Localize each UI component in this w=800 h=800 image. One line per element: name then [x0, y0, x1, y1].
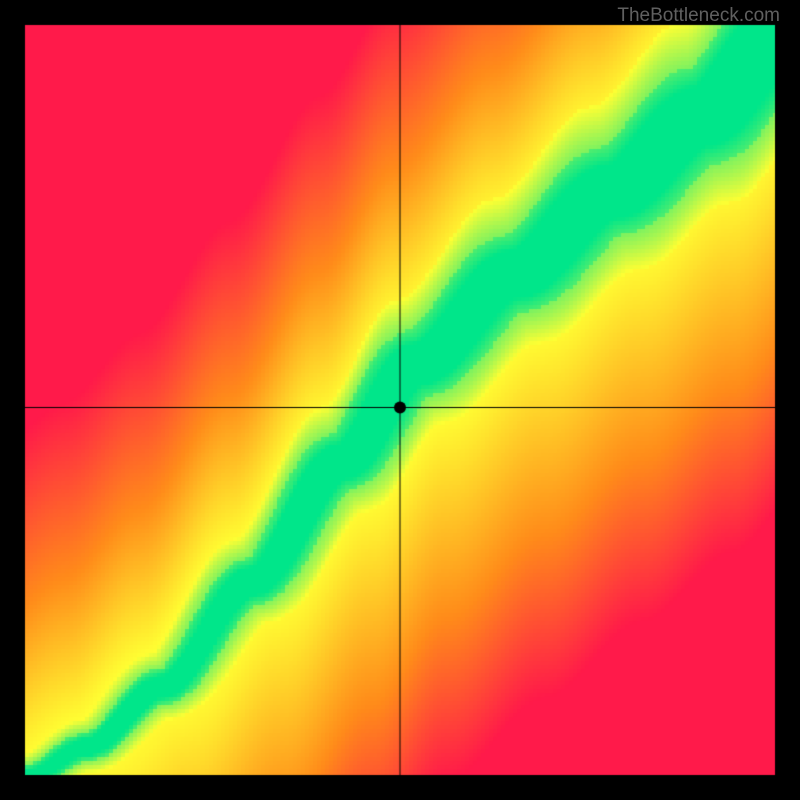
chart-container: TheBottleneck.com [0, 0, 800, 800]
bottleneck-heatmap [0, 0, 800, 800]
attribution-text: TheBottleneck.com [617, 5, 780, 27]
